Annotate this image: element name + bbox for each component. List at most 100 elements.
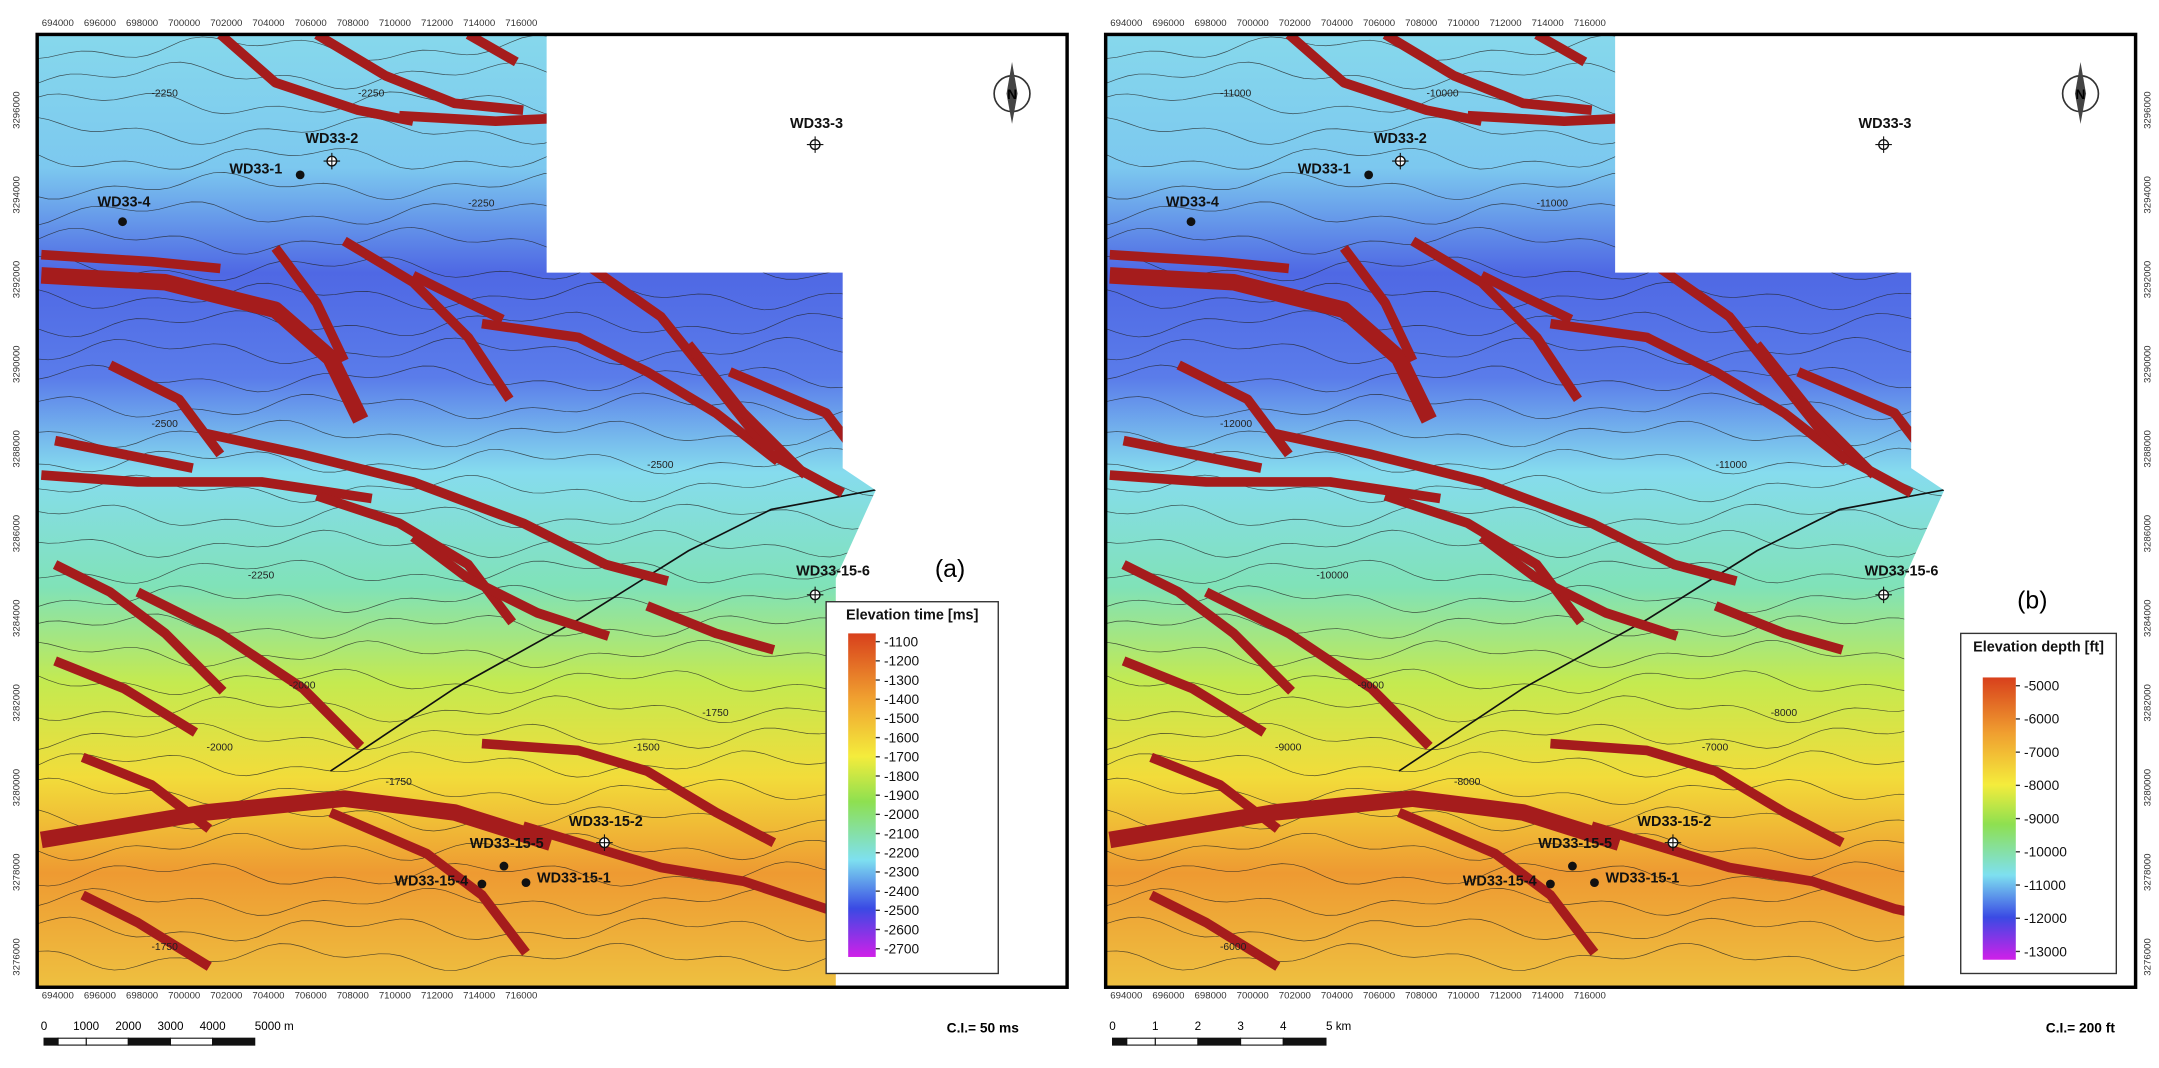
contour-line bbox=[37, 640, 875, 669]
well-label: WD33-15-4 bbox=[394, 873, 468, 889]
scale-bar-label: 2 bbox=[1195, 1020, 1202, 1033]
x-tick-label: 698000 bbox=[126, 18, 158, 29]
contour-line bbox=[37, 695, 875, 723]
x-tick-label: 702000 bbox=[1279, 990, 1311, 1001]
fault bbox=[1121, 560, 1295, 695]
fault bbox=[40, 267, 369, 424]
contour-line bbox=[1105, 640, 1943, 669]
x-tick-label: 696000 bbox=[84, 990, 116, 1001]
contour-interval: C.I.= 50 ms bbox=[947, 1021, 1020, 1036]
contour-label: -2000 bbox=[207, 742, 234, 753]
x-tick-label: 706000 bbox=[295, 990, 327, 1001]
x-tick-label: 700000 bbox=[168, 990, 200, 1001]
contour-line bbox=[37, 613, 875, 639]
contour-line bbox=[37, 558, 875, 584]
contour-label: -2250 bbox=[358, 88, 385, 99]
fault bbox=[481, 738, 777, 847]
contour-line bbox=[37, 447, 875, 475]
contour-line bbox=[37, 337, 875, 365]
fault bbox=[1340, 244, 1418, 363]
well-label: WD33-2 bbox=[1374, 131, 1427, 147]
fault bbox=[328, 807, 530, 956]
scale-bar-segment bbox=[1240, 1037, 1284, 1046]
fault bbox=[481, 318, 781, 466]
colorbar-label: -1400 bbox=[884, 692, 920, 707]
x-tick-label: 694000 bbox=[42, 18, 74, 29]
x-tick-label: 696000 bbox=[1152, 990, 1184, 1001]
colorbar-label: -6000 bbox=[2024, 712, 2060, 727]
contour-line bbox=[1105, 750, 1943, 778]
north-arrow bbox=[1006, 61, 1018, 124]
fault bbox=[1549, 318, 1850, 466]
colorbar-label: -1900 bbox=[884, 788, 920, 803]
colorbar-label: -1100 bbox=[884, 634, 918, 649]
contour-label: -10000 bbox=[1316, 570, 1348, 581]
contour-line bbox=[1105, 888, 1943, 916]
north-letter: N bbox=[2076, 87, 2086, 102]
scale-bar-label: 3 bbox=[1237, 1020, 1244, 1033]
contour-line bbox=[1105, 832, 1943, 861]
fault bbox=[205, 429, 670, 586]
y-tick-label: 3280000 bbox=[11, 769, 22, 806]
fault bbox=[1148, 890, 1281, 971]
colorbar-label: -5000 bbox=[2024, 679, 2060, 694]
y-tick-label: 3278000 bbox=[2143, 854, 2154, 891]
fault bbox=[1397, 807, 1599, 956]
colorbar-label: -2400 bbox=[884, 884, 920, 899]
y-tick-label: 3280000 bbox=[2143, 769, 2154, 806]
fault bbox=[1274, 429, 1738, 586]
y-tick-label: 3284000 bbox=[11, 600, 22, 637]
contour-label: -2250 bbox=[468, 199, 495, 210]
well-label: WD33-15-6 bbox=[1865, 564, 1939, 580]
contour-line bbox=[37, 832, 875, 861]
x-tick-label: 712000 bbox=[421, 18, 453, 29]
fault bbox=[217, 34, 415, 126]
fault bbox=[80, 890, 212, 971]
contour-label: -1500 bbox=[633, 742, 660, 753]
x-tick-label: 702000 bbox=[1279, 18, 1311, 29]
scale-bar-label: 1 bbox=[1152, 1020, 1159, 1033]
colorbar-label: -1300 bbox=[884, 673, 920, 688]
north-arrow bbox=[2075, 61, 2087, 124]
x-tick-label: 714000 bbox=[463, 990, 495, 1001]
legend-title: Elevation depth [ft] bbox=[1973, 639, 2104, 655]
colorbar-label: -12000 bbox=[2024, 911, 2067, 926]
contour-line bbox=[1105, 613, 1943, 639]
x-tick-label: 714000 bbox=[1532, 18, 1564, 29]
contour-label: -1750 bbox=[702, 708, 729, 719]
contour-line bbox=[37, 888, 875, 916]
y-tick-label: 3276000 bbox=[11, 938, 22, 975]
fault bbox=[1204, 587, 1433, 750]
y-tick-label: 3296000 bbox=[11, 91, 22, 128]
fault bbox=[465, 34, 519, 67]
contour-line bbox=[1105, 447, 1943, 475]
contour-label: -2500 bbox=[151, 419, 178, 430]
y-tick-label: 3294000 bbox=[11, 176, 22, 213]
scale-bar-segment bbox=[1111, 1037, 1128, 1046]
y-tick-label: 3296000 bbox=[2143, 91, 2154, 128]
y-tick-label: 3294000 bbox=[2143, 176, 2154, 213]
y-tick-label: 3278000 bbox=[11, 854, 22, 891]
x-tick-label: 706000 bbox=[295, 18, 327, 29]
contour-label: -11000 bbox=[1716, 460, 1748, 471]
colorbar-label: -2100 bbox=[884, 826, 920, 841]
contour-label: -8000 bbox=[1771, 708, 1798, 719]
contour-line bbox=[1105, 337, 1943, 365]
x-tick-label: 704000 bbox=[252, 18, 284, 29]
map-surface bbox=[37, 34, 876, 988]
contour-line bbox=[1105, 419, 1943, 448]
fault bbox=[684, 341, 809, 479]
contour-line bbox=[37, 750, 875, 778]
contour-line bbox=[1105, 916, 1943, 942]
fault bbox=[1285, 34, 1483, 126]
y-tick-label: 3276000 bbox=[2143, 938, 2154, 975]
scale-bar-segment bbox=[1154, 1037, 1199, 1046]
scale-bar-label: 2000 bbox=[115, 1020, 142, 1033]
x-tick-label: 708000 bbox=[337, 990, 369, 1001]
well-symbol bbox=[118, 217, 127, 227]
well-symbol-cross bbox=[806, 586, 824, 604]
x-tick-label: 698000 bbox=[126, 990, 158, 1001]
colorbar-label: -2000 bbox=[884, 807, 920, 822]
colorbar bbox=[848, 633, 876, 957]
